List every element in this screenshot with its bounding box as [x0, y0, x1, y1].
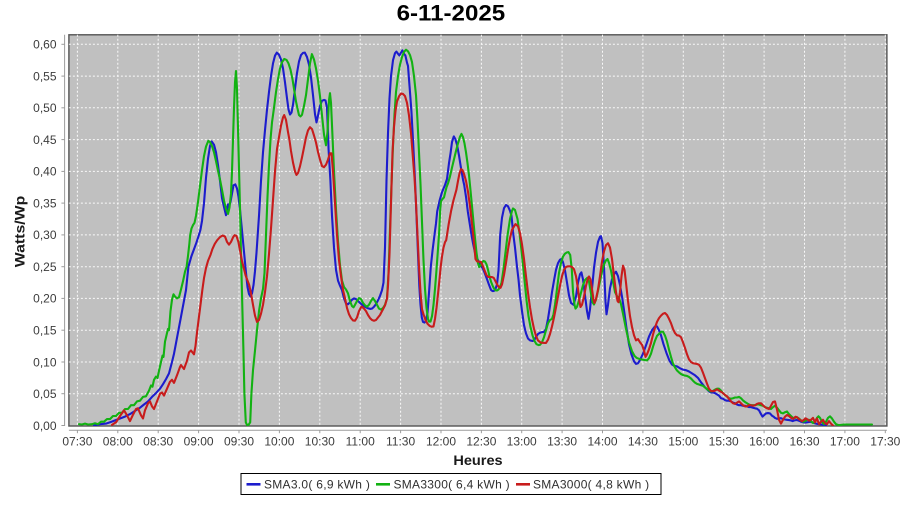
svg-text:6-11-2025: 6-11-2025: [397, 1, 506, 26]
svg-text:14:30: 14:30: [628, 434, 658, 448]
svg-text:0,30: 0,30: [33, 228, 57, 242]
svg-text:17:00: 17:00: [830, 434, 860, 448]
svg-text:SMA3000( 4,8 kWh ): SMA3000( 4,8 kWh ): [533, 478, 649, 492]
svg-text:14:00: 14:00: [587, 434, 617, 448]
svg-text:07:30: 07:30: [62, 434, 92, 448]
svg-text:Watts/Wp: Watts/Wp: [12, 196, 28, 268]
svg-text:16:30: 16:30: [789, 434, 819, 448]
svg-text:13:30: 13:30: [547, 434, 577, 448]
svg-text:0,00: 0,00: [33, 419, 57, 433]
svg-text:15:00: 15:00: [668, 434, 698, 448]
svg-text:15:30: 15:30: [709, 434, 739, 448]
svg-text:0,35: 0,35: [33, 196, 57, 210]
svg-text:0,40: 0,40: [33, 165, 57, 179]
svg-text:10:30: 10:30: [305, 434, 335, 448]
svg-text:Heures: Heures: [453, 452, 503, 468]
svg-text:11:30: 11:30: [386, 434, 415, 448]
svg-text:SMA3300( 6,4 kWh ): SMA3300( 6,4 kWh ): [394, 478, 510, 492]
svg-text:13:00: 13:00: [507, 434, 537, 448]
svg-text:SMA3.0( 6,9 kWh ): SMA3.0( 6,9 kWh ): [264, 478, 370, 492]
svg-text:0,50: 0,50: [33, 101, 57, 115]
svg-text:0,45: 0,45: [33, 133, 57, 147]
svg-text:0,55: 0,55: [33, 69, 57, 83]
svg-text:0,25: 0,25: [33, 260, 57, 274]
svg-text:12:00: 12:00: [426, 434, 456, 448]
svg-text:11:00: 11:00: [346, 434, 375, 448]
svg-text:17:30: 17:30: [870, 434, 900, 448]
svg-text:0,05: 0,05: [33, 387, 57, 401]
svg-text:08:00: 08:00: [103, 434, 133, 448]
svg-text:0,15: 0,15: [33, 324, 57, 338]
svg-text:10:00: 10:00: [264, 434, 294, 448]
svg-text:0,60: 0,60: [33, 38, 57, 52]
svg-text:0,20: 0,20: [33, 292, 57, 306]
svg-text:0,10: 0,10: [33, 355, 57, 369]
svg-text:09:00: 09:00: [184, 434, 214, 448]
svg-text:08:30: 08:30: [143, 434, 173, 448]
svg-text:16:00: 16:00: [749, 434, 779, 448]
svg-text:12:30: 12:30: [466, 434, 496, 448]
svg-text:09:30: 09:30: [224, 434, 254, 448]
